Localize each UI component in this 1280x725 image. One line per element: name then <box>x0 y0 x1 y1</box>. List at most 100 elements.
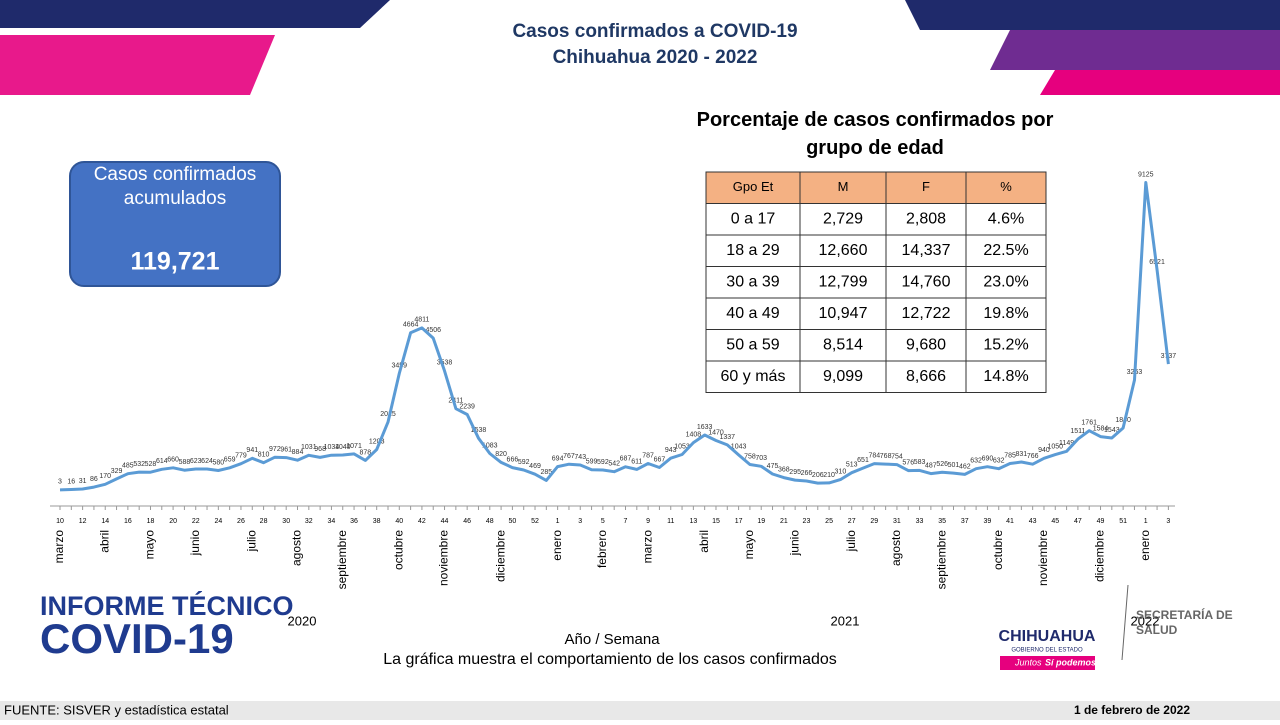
cell-text: 9,680 <box>906 336 946 353</box>
x-tick-label: 41 <box>1006 518 1014 525</box>
x-tick-label: 11 <box>667 518 674 525</box>
cell-text: 60 y más <box>721 368 786 385</box>
data-label: 475 <box>767 463 779 470</box>
data-label: 632 <box>970 458 982 465</box>
cell-text: 23.0% <box>983 273 1028 290</box>
cell-text: 2,729 <box>823 210 863 227</box>
data-label: 9125 <box>1138 171 1154 178</box>
month-label: mayo <box>143 530 157 560</box>
month-label: octubre <box>391 530 405 570</box>
cell-text: 12,722 <box>902 305 951 322</box>
x-tick-label: 10 <box>56 518 64 525</box>
data-label: 31 <box>79 478 87 485</box>
x-tick-label: 48 <box>486 518 494 525</box>
data-label: 3459 <box>392 362 408 369</box>
data-label: 1538 <box>471 427 487 434</box>
x-tick-label: 1 <box>556 518 560 525</box>
data-label: 1337 <box>720 434 736 441</box>
month-label: septiembre <box>934 530 948 590</box>
month-label: noviembre <box>1036 530 1050 586</box>
x-tick-label: 20 <box>169 518 177 525</box>
data-label: 86 <box>90 476 98 483</box>
cell-text: 8,514 <box>823 336 863 353</box>
data-label: 884 <box>292 449 304 456</box>
data-label: 368 <box>778 466 790 473</box>
column-header: Gpo Et <box>733 179 774 194</box>
x-tick-label: 42 <box>418 518 426 525</box>
data-label: 3 <box>58 479 62 486</box>
x-tick-label: 12 <box>79 518 87 525</box>
stripe <box>0 35 275 95</box>
data-label: 528 <box>145 461 157 468</box>
data-label: 4506 <box>425 327 441 334</box>
month-label: junio <box>787 530 801 557</box>
chart: 10 12 14 16 18 20 22 24 26 28 30 32 34 36 38 40 42 44 46 48… <box>50 171 1176 668</box>
secretaria: SECRETARÍA DE SALUD <box>1136 608 1233 637</box>
cell <box>965 329 1047 362</box>
data-label: 469 <box>529 463 541 470</box>
data-label: 170 <box>99 473 111 480</box>
state-sub: GOBIERNO DEL ESTADO <box>1011 648 1083 654</box>
data-label: 766 <box>1027 453 1039 460</box>
x-tick-label: 36 <box>350 518 358 525</box>
x-tick-label: 31 <box>893 518 901 525</box>
x-tick-label: 26 <box>237 518 245 525</box>
x-tick-label: 38 <box>373 518 381 525</box>
cell-text: 19.8% <box>983 305 1028 322</box>
header-cell <box>799 171 887 204</box>
subtitle: Chihuahua 2020 - 2022 <box>553 47 758 68</box>
month-label: diciembre <box>1093 530 1107 582</box>
data-label: 632 <box>993 458 1005 465</box>
data-label: 754 <box>891 453 903 460</box>
x-tick-label: 30 <box>282 518 290 525</box>
x-tick-label: 32 <box>305 518 313 525</box>
cell-text: 30 a 39 <box>726 273 779 290</box>
data-label: 592 <box>518 459 530 466</box>
cell <box>705 234 801 267</box>
x-tick-label: 13 <box>689 518 697 525</box>
column-header: F <box>922 179 930 194</box>
data-label: 743 <box>574 454 586 461</box>
cell-text: 12,799 <box>819 273 868 290</box>
x-tick-label: 25 <box>825 518 833 525</box>
data-label: 787 <box>642 452 654 459</box>
state: CHIHUAHUA <box>999 628 1096 645</box>
cell-text: 14,760 <box>902 273 951 290</box>
data-label: 2411 <box>448 398 463 405</box>
caption: La gráfica muestra el comportamiento de … <box>383 651 837 668</box>
month-label: julio <box>844 530 858 553</box>
month-label: enero <box>1138 530 1152 561</box>
table-title: Porcentaje de casos confirmados por grup… <box>696 109 1054 159</box>
data-label: 703 <box>755 455 767 462</box>
data-label: 576 <box>902 459 914 466</box>
data-label: 878 <box>360 449 372 456</box>
data-label: 1071 <box>346 443 362 450</box>
data-label: 614 <box>156 458 168 465</box>
x-tick-label: 29 <box>870 518 878 525</box>
cell <box>799 297 887 330</box>
x-tick-label: 3 <box>1166 518 1170 525</box>
data-label: 542 <box>608 461 620 468</box>
data-label: 1470 <box>708 429 724 436</box>
data-label: 1408 <box>686 431 702 438</box>
data-label: 972 <box>269 446 281 453</box>
data-label: 4664 <box>403 322 419 329</box>
month-label: marzo <box>640 530 654 564</box>
data-label: 599 <box>586 459 598 466</box>
x-tick-label: 19 <box>757 518 765 525</box>
x-tick-label: 45 <box>1051 518 1059 525</box>
data-label: 687 <box>620 456 632 463</box>
x-tick-label: 22 <box>192 518 200 525</box>
data-label: 329 <box>111 468 123 475</box>
data-label: 16 <box>67 478 75 485</box>
cell-text: 14,337 <box>902 242 951 259</box>
year-label: 2021 <box>831 613 860 628</box>
x-tick-label: 39 <box>984 518 992 525</box>
data-label: 659 <box>224 457 236 464</box>
cell-text: 2,808 <box>906 210 946 227</box>
cell <box>885 329 967 362</box>
cell-text: 9,099 <box>823 368 863 385</box>
data-label: 1040 <box>335 444 351 451</box>
cell <box>705 360 801 393</box>
